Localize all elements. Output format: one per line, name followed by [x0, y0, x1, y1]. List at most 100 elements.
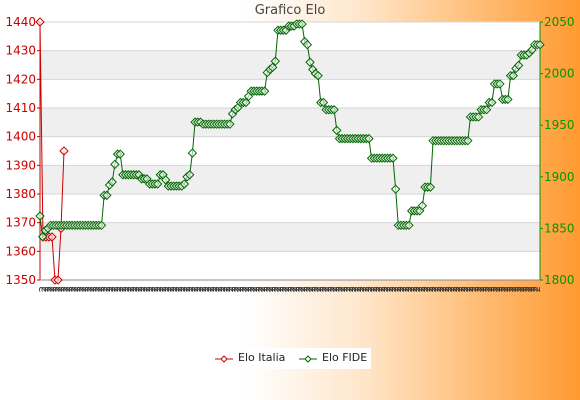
- x-tick-label: 2: [428, 286, 439, 292]
- data-point-elo-fide: [110, 159, 120, 170]
- x-tick-label: 2: [433, 286, 444, 292]
- data-point-elo-fide: [225, 119, 235, 129]
- x-tick-label: 2: [166, 286, 177, 292]
- data-point-elo-fide: [473, 112, 484, 122]
- x-tick-label: 2: [46, 286, 57, 292]
- x-tick-label: 2: [188, 286, 199, 292]
- x-tick-label: 2: [180, 286, 191, 292]
- x-tick-label: 2: [142, 286, 153, 292]
- x-tick-label: 2: [393, 286, 404, 292]
- right-tick-label: 2050: [544, 15, 575, 29]
- data-point-elo-italia: [47, 232, 57, 242]
- x-tick-label: 2: [366, 286, 377, 292]
- x-tick-label: 2: [511, 286, 522, 292]
- x-tick-label: 2: [161, 286, 172, 292]
- x-tick-label: 2: [369, 286, 380, 292]
- x-tick-label: 2: [118, 286, 129, 292]
- x-tick-label: 2: [380, 286, 391, 292]
- data-point-elo-fide: [305, 57, 315, 67]
- x-tick-label: 2: [134, 286, 145, 292]
- x-tick-label: 2: [329, 286, 340, 292]
- legend-label-fide: Elo FIDE: [322, 351, 368, 364]
- data-point-elo-fide: [259, 86, 270, 96]
- legend-marker-fide: [304, 355, 312, 363]
- x-tick-label: 2: [185, 286, 196, 292]
- x-tick-label: 2: [431, 286, 442, 292]
- x-tick-label: 2: [236, 286, 247, 292]
- x-tick-label: 2: [228, 286, 239, 292]
- x-tick-label: 2: [377, 286, 388, 292]
- x-tick-label: 2: [385, 286, 396, 292]
- legend-marker-italia: [220, 355, 228, 363]
- x-tick-label: 2: [204, 286, 215, 292]
- data-point-elo-fide: [160, 175, 171, 185]
- data-point-elo-fide: [508, 70, 518, 81]
- x-tick-label: 2: [209, 286, 220, 292]
- plot-bands: [40, 22, 540, 280]
- data-point-elo-fide: [404, 220, 414, 231]
- x-tick-label: 2: [278, 286, 289, 292]
- left-tick-label: 1420: [5, 72, 36, 86]
- x-tick-label: 2: [131, 286, 142, 292]
- x-tick-label: 2: [273, 286, 284, 292]
- data-point-elo-fide: [417, 200, 428, 211]
- x-tick-label: 2: [415, 286, 426, 292]
- grid-band: [40, 50, 540, 80]
- data-point-elo-fide: [487, 97, 497, 108]
- data-point-elo-fide: [503, 94, 513, 105]
- legend: Elo Italia Elo FIDE: [211, 348, 371, 369]
- x-tick-label: 2: [70, 286, 81, 292]
- x-tick-label: 2: [484, 286, 495, 292]
- x-tick-label: 2: [532, 286, 543, 292]
- left-tick-label: 1400: [5, 130, 36, 144]
- data-point-elo-fide: [102, 190, 112, 201]
- left-tick-label: 1430: [5, 44, 36, 58]
- x-tick-label: 2: [126, 286, 137, 292]
- x-tick-label: 2: [332, 286, 343, 292]
- x-tick-label: 2: [503, 286, 514, 292]
- x-tick-label: 2: [350, 286, 361, 292]
- data-point-elo-fide: [185, 170, 195, 180]
- x-tick-label: 2: [115, 286, 126, 292]
- x-tick-label: 2: [254, 286, 265, 292]
- x-tick-label: 2: [412, 286, 423, 292]
- x-tick-label: 2: [164, 286, 175, 292]
- x-tick-label: 2: [321, 286, 332, 292]
- series-lines: [35, 17, 545, 285]
- left-tick-label: 1380: [5, 187, 36, 201]
- x-tick-label: 2: [99, 286, 110, 292]
- x-tick-label: 2: [310, 286, 321, 292]
- x-tick-label: 2: [457, 286, 468, 292]
- x-tick-label: 2: [260, 286, 271, 292]
- grid-band: [40, 222, 540, 252]
- right-tick-label: 1850: [544, 221, 575, 235]
- x-tick-label: 2: [86, 286, 97, 292]
- x-tick-label: 2: [471, 286, 482, 292]
- grid-band: [40, 165, 540, 194]
- x-tick-label: 2: [356, 286, 367, 292]
- x-tick-label: 2: [302, 286, 313, 292]
- data-point-elo-fide: [302, 39, 313, 50]
- x-tick-label: 2: [268, 286, 279, 292]
- chart-title: Grafico Elo: [254, 3, 326, 18]
- x-tick-label: 2: [313, 286, 324, 292]
- x-tick-label: 2: [318, 286, 329, 292]
- x-tick-label: 2: [62, 286, 73, 292]
- x-tick-label: 2: [286, 286, 297, 292]
- x-tick-label: 2: [38, 286, 49, 292]
- x-tick-label: 2: [436, 286, 447, 292]
- x-tick-label: 2: [41, 286, 52, 292]
- data-point-elo-fide: [332, 125, 342, 136]
- x-tick-label: 2: [479, 286, 490, 292]
- x-tick-label: 2: [409, 286, 420, 292]
- x-tick-label: 2: [81, 286, 92, 292]
- data-point-elo-fide: [388, 153, 398, 163]
- x-tick-label: 2: [423, 286, 434, 292]
- x-tick-label: 2: [238, 286, 249, 292]
- x-tick-label: 2: [497, 286, 508, 292]
- x-tick-label: 2: [107, 286, 118, 292]
- x-tick-label: 2: [465, 286, 476, 292]
- right-tick-label: 1800: [544, 273, 575, 287]
- x-tick-label: 2: [460, 286, 471, 292]
